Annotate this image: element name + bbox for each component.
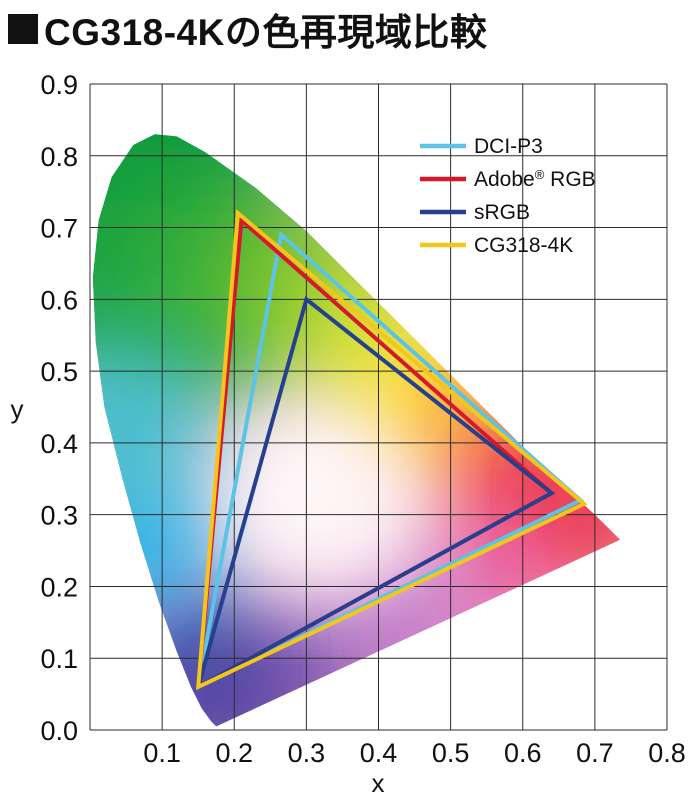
y-tick-label: 0.9 (40, 70, 78, 100)
tick-labels: 0.1 0.2 0.3 0.4 0.5 0.6 0.7 0.8 0.0 0.1 0.2 0.3 0.4 0… (40, 70, 685, 768)
title-text: CG318-4Kの色再現域比較 (44, 12, 488, 53)
series-line (195, 230, 585, 691)
x-tick-label: 0.2 (215, 738, 253, 768)
y-tick-label: 0.0 (40, 716, 78, 746)
gamut-triangles (194, 209, 588, 691)
series-line (194, 295, 556, 691)
legend-label: Adobe® RGB (474, 167, 596, 192)
legend-label: DCI-P3 (474, 135, 543, 158)
x-tick-label: 0.1 (143, 738, 181, 768)
x-tick-label: 0.6 (504, 738, 542, 768)
x-axis-label: x (372, 768, 385, 798)
title-square-icon (8, 14, 38, 44)
legend-label: sRGB (474, 201, 530, 224)
series-line (195, 209, 588, 691)
x-tick-label: 0.8 (648, 738, 686, 768)
x-tick-label: 0.5 (432, 738, 470, 768)
y-tick-label: 0.6 (40, 285, 78, 315)
x-tick-label: 0.3 (288, 738, 326, 768)
y-axis-label: y (11, 394, 24, 424)
y-tick-label: 0.5 (40, 357, 78, 387)
y-tick-label: 0.8 (40, 142, 78, 172)
chart-title: CG318-4Kの色再現域比較 (8, 4, 487, 54)
y-tick-label: 0.2 (40, 572, 78, 602)
x-tick-label: 0.7 (576, 738, 614, 768)
y-tick-label: 0.3 (40, 501, 78, 531)
y-tick-label: 0.7 (40, 214, 78, 244)
y-tick-label: 0.4 (40, 429, 78, 459)
legend: DCI-P3 Adobe® RGB sRGB CG318-4K (420, 135, 596, 257)
y-tick-label: 0.1 (40, 644, 78, 674)
x-tick-label: 0.4 (360, 738, 398, 768)
legend-label: CG318-4K (474, 234, 573, 257)
